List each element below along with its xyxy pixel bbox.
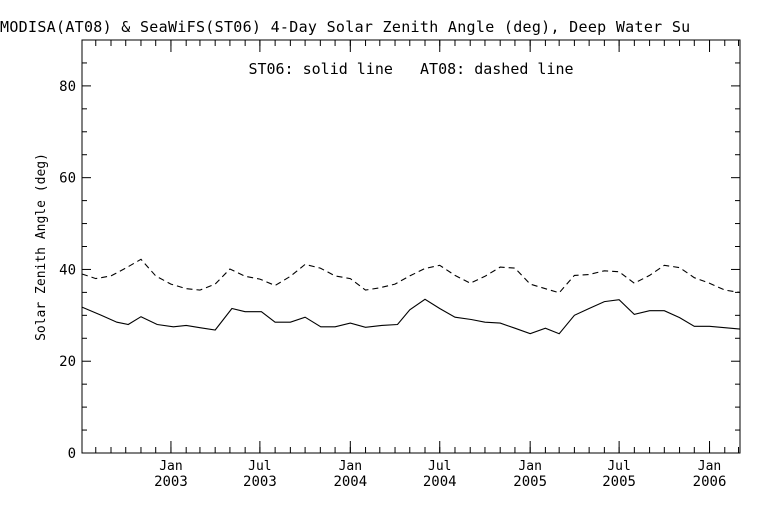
x-tick-label-year: 2005	[602, 474, 636, 490]
x-axis: Jan2003Jul2003Jan2004Jul2004Jan2005Jul20…	[95, 40, 740, 490]
series-line-at08	[81, 258, 741, 294]
x-tick-label-month: Jan	[159, 459, 182, 474]
x-tick-label-month: Jan	[339, 459, 362, 474]
x-tick-label-month: Jul	[428, 459, 451, 474]
x-tick-label-year: 2004	[423, 474, 457, 490]
y-tick-label: 20	[59, 354, 76, 370]
y-axis-label: Solar Zenith Angle (deg)	[34, 153, 49, 341]
series-layer	[81, 258, 741, 335]
y-tick-label: 40	[59, 262, 76, 278]
y-tick-label: 80	[59, 79, 76, 95]
y-tick-label: 0	[68, 446, 76, 462]
x-tick-label-month: Jul	[248, 459, 271, 474]
legend-annotation: ST06: solid line AT08: dashed line	[248, 60, 573, 78]
y-axis: 0 20 40 60 80	[59, 39, 740, 462]
y-tick-label: 60	[59, 171, 76, 187]
x-tick-label-year: 2004	[333, 474, 367, 490]
x-tick-label-year: 2006	[693, 474, 727, 490]
x-tick-label-month: Jul	[607, 459, 630, 474]
x-tick-label-year: 2003	[154, 474, 188, 490]
x-tick-label-year: 2003	[243, 474, 277, 490]
series-line-st06	[81, 298, 741, 335]
plot-frame	[81, 39, 741, 454]
x-tick-label-year: 2005	[513, 474, 547, 490]
chart-title: MODISA(AT08) & SeaWiFS(ST06) 4-Day Solar…	[0, 18, 691, 36]
x-tick-label-month: Jan	[518, 459, 541, 474]
x-tick-label-month: Jan	[698, 459, 721, 474]
